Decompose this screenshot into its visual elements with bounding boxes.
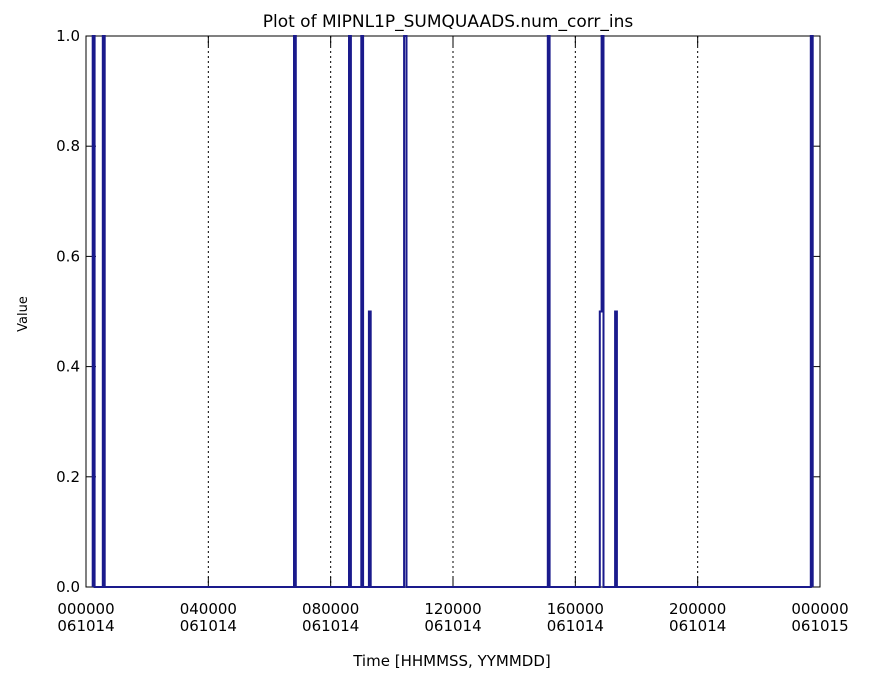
x-axis-label: Time [HHMMSS, YYMMDD] (352, 652, 551, 670)
x-tick-label-date: 061014 (180, 617, 237, 635)
y-tick-label: 0.6 (56, 247, 80, 265)
y-axis-label: Value (16, 296, 31, 332)
y-tick-label: 0.4 (56, 358, 80, 376)
x-tick-label-time: 200000 (669, 600, 726, 618)
x-tick-label-time: 120000 (424, 600, 481, 618)
x-tick-label-date: 061014 (302, 617, 359, 635)
x-tick-label-date: 061014 (669, 617, 726, 635)
x-tick-label-time: 000000 (57, 600, 114, 618)
x-tick-label-time: 040000 (180, 600, 237, 618)
y-tick-label: 0.8 (56, 137, 80, 155)
x-tick-label-date: 061014 (547, 617, 604, 635)
x-tick-label-time: 160000 (547, 600, 604, 618)
x-tick-label-time: 000000 (791, 600, 848, 618)
y-tick-label: 0.0 (56, 578, 80, 596)
y-tick-label: 0.2 (56, 468, 80, 486)
x-tick-label-time: 080000 (302, 600, 359, 618)
chart-title: Plot of MIPNL1P_SUMQUAADS.num_corr_ins (263, 12, 634, 32)
series-line (91, 35, 814, 588)
x-tick-label-date: 061014 (57, 617, 114, 635)
x-tick-label-date: 061015 (791, 617, 848, 635)
y-tick-label: 1.0 (56, 27, 80, 45)
x-tick-label-date: 061014 (424, 617, 481, 635)
